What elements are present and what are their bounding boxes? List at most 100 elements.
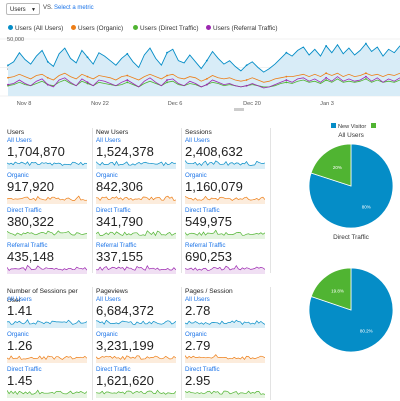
metric-cell[interactable]: Organic 2.79 [185,331,271,366]
metric-cell[interactable]: Direct Traffic 1,621,620 [96,366,182,401]
metric-value: 2.78 [185,303,211,318]
metric-value: 1,160,079 [185,179,243,194]
pie-slice-label: 20% [333,165,342,170]
pie-legend-item[interactable] [371,123,378,130]
metric-cell[interactable]: All Users 1,704,870 [7,137,93,172]
metric-cell[interactable]: Direct Traffic 549,975 [185,207,271,242]
legend-item[interactable]: Users (All Users) [8,25,63,32]
metric-value: 1,704,870 [7,144,65,159]
series-point [285,79,288,81]
metric-cell[interactable]: Organic 917,920 [7,172,93,207]
metric-block: Number of Sessions per User All Users 1.41… [7,287,93,401]
pie-slice[interactable] [310,267,352,311]
series-point [325,79,328,81]
metric-cell[interactable]: All Users 1,524,378 [96,137,182,172]
metric-cell[interactable]: Organic 1,160,079 [185,172,271,207]
legend-dot-icon [71,25,76,30]
metric-cell[interactable]: Organic 1.26 [7,331,93,366]
metric-value: 690,253 [185,249,232,264]
metric-cell[interactable]: All Users 2.78 [185,296,271,331]
series-point [7,64,9,67]
sparkline [185,160,265,169]
sparkline [96,230,176,239]
metric-cell[interactable]: Direct Traffic 380,322 [7,207,93,242]
series-point [285,81,288,84]
series-line [7,42,400,73]
metric-value: 435,148 [7,249,54,264]
pie-legend-item[interactable]: New Visitor [331,123,366,130]
series-point [325,44,328,47]
legend-item[interactable]: Users (Direct Traffic) [133,25,198,32]
metric-cell[interactable]: Referral Traffic 690,253 [185,242,271,277]
sparkline [185,229,265,239]
series-point [46,60,49,63]
chart-range-handle[interactable] [234,108,244,111]
metric-cell[interactable]: Direct Traffic 341,790 [96,207,182,242]
sparkline [96,319,176,328]
series-point [7,83,9,86]
metric-value: 3,231,199 [96,338,154,353]
metric-select-value: Users [10,7,26,13]
metric-cell[interactable]: All Users 6,684,372 [96,296,182,331]
metric-cell[interactable]: Direct Traffic 2.95 [185,366,271,401]
metric-cell[interactable]: Referral Traffic 337,155 [96,242,182,277]
sparkline [7,355,87,363]
series-point [86,75,89,78]
metric-block: Pageviews All Users 6,684,372 Organic 3,231,… [96,287,182,401]
sparkline [7,230,87,239]
metric-value: 380,322 [7,214,54,229]
segment-label: Organic [7,331,29,338]
segment-label: All Users [7,137,32,144]
metric-block: Sessions All Users 2,408,632 Organic 1,160,0… [185,128,271,277]
series-point [325,72,328,75]
column-divider [270,287,271,400]
metric-value: 549,975 [185,214,232,229]
metric-cell[interactable]: Organic 842,306 [96,172,182,207]
legend-label: Users (All Users) [15,25,64,32]
metric-cell[interactable]: All Users 2,408,632 [185,137,271,172]
pie-slice-label: 19.8% [331,289,344,294]
sparkline [7,389,87,398]
x-tick-label: Nov 22 [91,101,109,107]
metric-cell[interactable]: Organic 3,231,199 [96,331,182,366]
segment-label: Organic [96,172,118,179]
select-metric-link[interactable]: Select a metric [54,5,94,11]
pie-legend: New Visitor [331,123,383,130]
series-point [365,75,367,78]
metric-cell[interactable]: All Users 1.41 [7,296,93,331]
metric-cell[interactable]: Direct Traffic 1.45 [7,366,93,401]
metric-cell[interactable]: Referral Traffic 435,148 [7,242,93,277]
series-point [205,83,208,86]
pie-slice[interactable] [310,143,352,187]
series-point [86,81,89,84]
legend-item[interactable]: Users (Referral Traffic) [206,25,278,32]
series-point [285,51,288,54]
segment-label: All Users [96,296,121,303]
metric-title: Pages / Session [185,288,233,295]
segment-label: All Users [96,137,121,144]
legend-item[interactable]: Users (Organic) [71,25,123,32]
series-point [205,59,208,62]
series-point [166,79,168,81]
metric-title: Sessions [185,129,212,136]
series-point [126,79,129,81]
sparkline [185,264,265,274]
sparkline [96,264,176,274]
legend-dot-icon [206,25,211,30]
metric-block: Users All Users 1,704,870 Organic 917,920 Dir… [7,128,93,277]
sparkline [96,160,176,169]
series-point [365,72,367,75]
metric-value: 2.79 [185,338,211,353]
legend-square-icon [371,123,377,128]
metric-value: 1.26 [7,338,33,353]
sparkline [96,355,176,363]
metric-value: 341,790 [96,214,143,229]
metric-select[interactable]: Users ▼ [6,3,40,15]
legend-dot-icon [133,25,138,30]
x-tick-label: Jan 3 [320,101,334,107]
segment-label: Direct Traffic [7,207,42,214]
metric-value: 1,524,378 [96,144,154,159]
sparkline [7,161,87,169]
segment-label: Referral Traffic [96,242,137,249]
legend-label: Users (Direct Traffic) [140,25,199,32]
